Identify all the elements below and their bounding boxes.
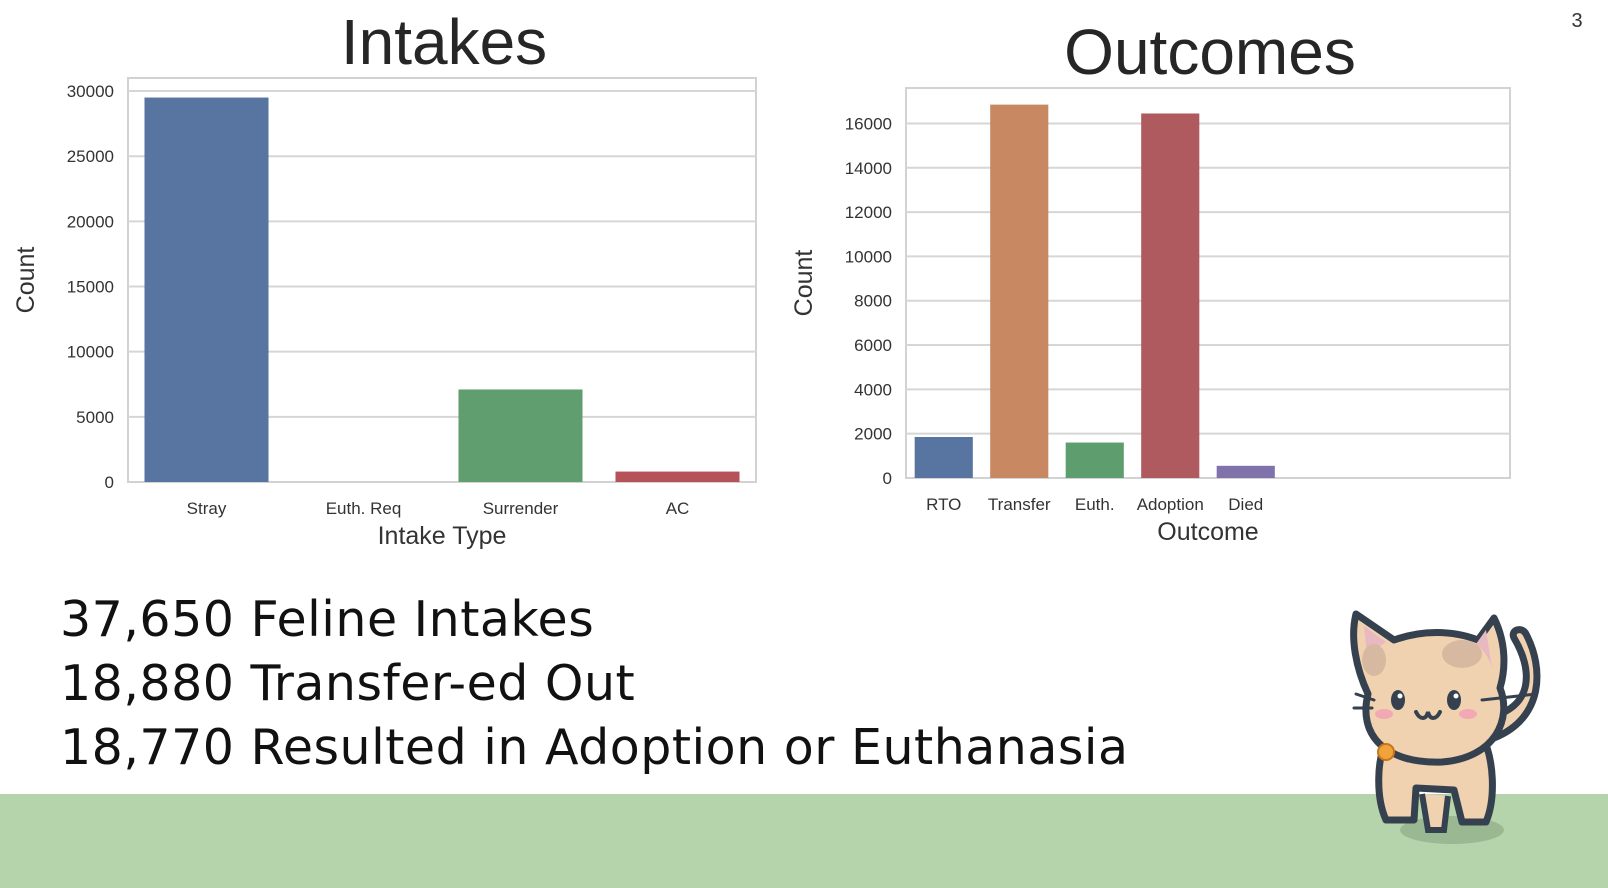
x-tick-label: RTO [926,495,961,514]
bar-surrender [458,389,583,482]
y-tick-label: 4000 [854,380,892,399]
y-tick-label: 8000 [854,292,892,311]
y-tick-label: 30000 [67,82,114,101]
x-tick-label: Stray [187,499,227,518]
bar-euth [1065,442,1124,478]
bar-stray [144,97,269,482]
chart-title: Intakes [341,6,547,78]
bar-adoption [1141,113,1200,478]
y-axis-label: Count [790,250,818,317]
summary-stats: 37,650 Feline Intakes 18,880 Transfer-ed… [60,588,1300,780]
y-tick-label: 5000 [76,408,114,427]
bar-died [1216,465,1275,478]
y-tick-label: 25000 [67,147,114,166]
stat-adoption-euthanasia: 18,770 Resulted in Adoption or Euthanasi… [60,719,1129,776]
y-tick-label: 6000 [854,336,892,355]
y-tick-label: 16000 [845,114,892,133]
x-tick-label: AC [666,499,690,518]
y-tick-label: 14000 [845,159,892,178]
outcomes-chart: 0 2000 4000 6000 8000 10000 12000 14000 16000 RTO… [790,16,1511,546]
x-tick-label: Adoption [1137,495,1204,514]
stat-intakes: 37,650 Feline Intakes [60,591,595,648]
page-number: 3 [1571,10,1583,32]
x-tick-label: Transfer [988,495,1051,514]
y-axis-label: Count [12,247,40,314]
x-tick-label: Died [1228,495,1263,514]
y-tick-label: 10000 [845,247,892,266]
bar-ac [615,471,740,482]
y-tick-label: 0 [105,473,114,492]
y-tick-label: 20000 [67,212,114,231]
x-tick-label: Euth. [1075,495,1115,514]
cat-mascot-illustration [1350,610,1541,844]
stat-transferred: 18,880 Transfer-ed Out [60,655,636,712]
chart-title: Outcomes [1064,16,1356,88]
y-tick-label: 2000 [854,425,892,444]
x-axis-label: Outcome [1157,518,1258,546]
y-tick-label: 0 [883,469,892,488]
y-tick-label: 12000 [845,203,892,222]
x-tick-label: Surrender [483,499,559,518]
y-tick-label: 10000 [67,343,114,362]
x-tick-label: Euth. Req [326,499,402,518]
footer-band [0,794,1608,888]
bar-rto [914,437,973,478]
y-tick-label: 15000 [67,278,114,297]
x-axis-label: Intake Type [378,522,507,550]
bar-transfer [990,104,1049,478]
intakes-chart: 0 5000 10000 15000 20000 25000 30000 Stray Euth.… [12,6,757,550]
